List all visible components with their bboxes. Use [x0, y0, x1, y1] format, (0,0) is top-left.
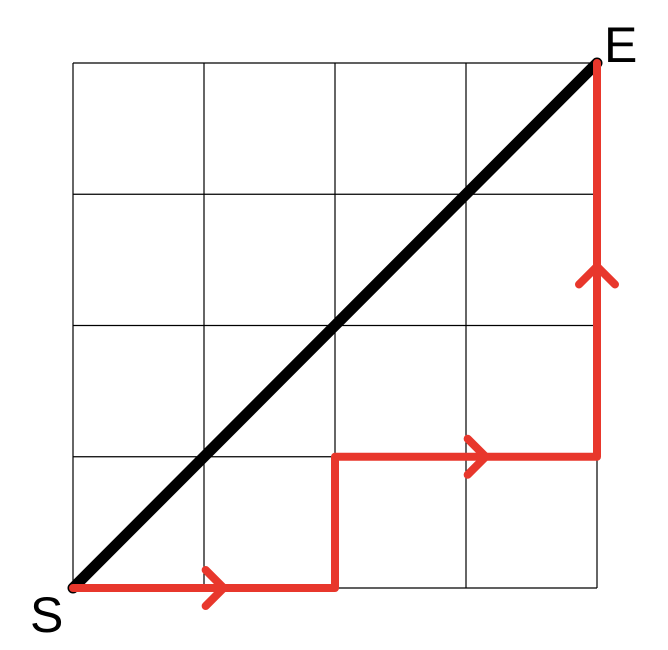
- start-label: S: [30, 587, 63, 643]
- staircase-path: [69, 59, 601, 592]
- end-label: E: [604, 17, 637, 73]
- diagonal-line: [67, 57, 603, 594]
- path-arrows: [201, 262, 619, 610]
- arrow-up-icon: [575, 262, 619, 289]
- arrow-right-icon: [201, 566, 228, 610]
- arrow-right-icon: [463, 434, 490, 479]
